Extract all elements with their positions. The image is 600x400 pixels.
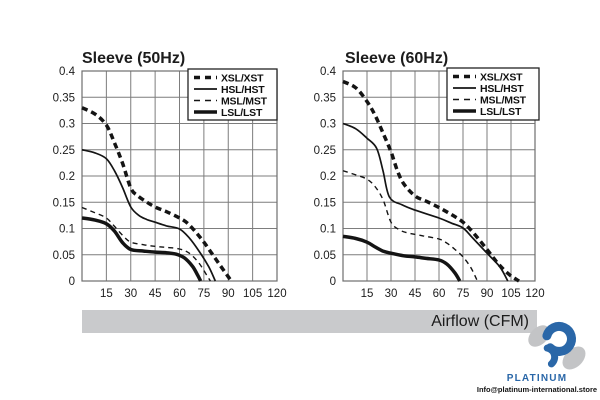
x-tick-label: 30 — [385, 288, 398, 300]
x-tick-label: 60 — [173, 288, 186, 300]
x-tick-label: 75 — [197, 288, 210, 300]
logo-p-ring — [542, 321, 576, 356]
chart-title: Sleeve (60Hz) — [345, 50, 448, 67]
series-lsl-lst — [81, 216, 203, 282]
legend-label: XSL/XST — [221, 72, 264, 84]
y-tick-label: 0.25 — [314, 145, 336, 157]
y-tick-label: 0.05 — [314, 250, 336, 262]
legend-label: XSL/XST — [480, 71, 523, 83]
legend-box — [187, 68, 278, 121]
legend-label: MSL/MST — [480, 94, 527, 106]
y-tick-label: 0.2 — [59, 171, 75, 183]
y-tick-label: 0 — [69, 276, 75, 288]
chart-title: Sleeve (50Hz) — [82, 50, 185, 67]
y-tick-label: 0 — [330, 276, 336, 288]
x-tick-label: 120 — [525, 288, 544, 300]
y-tick-label: 0.25 — [53, 145, 75, 157]
x-tick-label: 45 — [409, 288, 422, 300]
series-hsl-hst — [342, 122, 509, 282]
airflow-axis-bar: Airflow (CFM) — [82, 310, 537, 333]
legend-label: LSL/LST — [221, 107, 263, 119]
y-tick-label: 0.05 — [53, 250, 75, 262]
y-tick-label: 0.35 — [314, 92, 336, 104]
legend-label: HSL/HST — [221, 84, 265, 96]
x-tick-label: 105 — [501, 288, 520, 300]
legend-label: LSL/LST — [480, 106, 522, 118]
series-msl-mst — [81, 206, 211, 282]
y-tick-label: 0.1 — [320, 224, 336, 236]
chart-sleeve-50hz: Sleeve (50Hz) 0.4 0.35 0.3 0.25 0.2 0.15 0.1 0.0… — [53, 50, 287, 300]
x-tick-label: 120 — [267, 288, 286, 300]
plot-border — [81, 70, 278, 282]
y-tick-label: 0.1 — [59, 224, 75, 236]
series-xsl-xst — [81, 106, 233, 283]
y-tick-label: 0.2 — [320, 171, 336, 183]
x-tick-label: 75 — [457, 288, 470, 300]
logo-p-tail — [543, 344, 559, 368]
x-tick-label: 15 — [100, 288, 113, 300]
x-tick-label: 90 — [222, 288, 235, 300]
series-lsl-lst — [342, 234, 462, 282]
platinum-logo-icon — [528, 321, 586, 370]
platinum-brand: PLATINUM — [506, 373, 568, 384]
y-tick-label: 0.15 — [314, 197, 336, 209]
legend-label: MSL/MST — [221, 95, 268, 107]
y-tick-label: 0.3 — [320, 119, 336, 131]
y-tick-label: 0.4 — [320, 66, 337, 78]
y-tick-label: 0.4 — [59, 66, 76, 78]
x-tick-label: 60 — [433, 288, 446, 300]
airflow-axis-label: Airflow (CFM) — [431, 313, 529, 330]
series-hsl-hst — [81, 148, 217, 282]
platinum-email: Info@platinum-international.store — [476, 385, 598, 394]
plot-border — [342, 70, 536, 282]
x-tick-label: 30 — [124, 288, 137, 300]
chart-sleeve-60hz: Sleeve (60Hz) 0.4 0.35 0.3 0.25 0.2 0.15 0.1 0.0… — [314, 50, 545, 300]
x-tick-label: 90 — [481, 288, 494, 300]
y-tick-label: 0.3 — [59, 119, 75, 131]
x-tick-label: 45 — [149, 288, 162, 300]
y-tick-label: 0.15 — [53, 197, 75, 209]
series-msl-mst — [342, 170, 479, 282]
series-xsl-xst — [342, 79, 520, 283]
y-tick-label: 0.35 — [53, 92, 75, 104]
x-tick-label: 105 — [243, 288, 262, 300]
legend-label: HSL/HST — [480, 83, 524, 95]
x-tick-label: 15 — [361, 288, 374, 300]
